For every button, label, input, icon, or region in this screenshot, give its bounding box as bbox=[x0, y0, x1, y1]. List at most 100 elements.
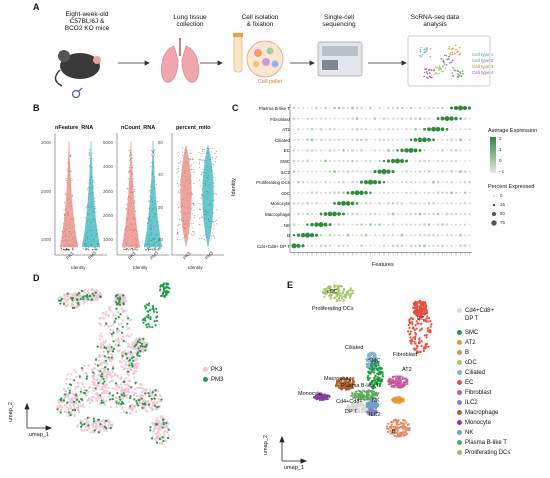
dotplot-dot bbox=[446, 107, 448, 109]
umap-d-point-pm3 bbox=[117, 298, 121, 301]
umap-d-point-pk3 bbox=[142, 340, 146, 343]
umap-d-point-pm3 bbox=[70, 297, 73, 300]
umap-d-point-pk3 bbox=[161, 416, 164, 419]
dotplot-dot bbox=[409, 138, 413, 142]
dotplot-dot bbox=[414, 234, 417, 237]
umap-d-point-pk3 bbox=[71, 393, 74, 396]
umap-e-point bbox=[392, 419, 395, 422]
mini-cluster-point bbox=[437, 67, 440, 70]
violin-point bbox=[69, 156, 71, 158]
dotplot-dot bbox=[333, 181, 336, 184]
violin-point bbox=[64, 202, 66, 204]
dotplot-dot bbox=[414, 245, 417, 247]
dotplot-dot bbox=[347, 181, 349, 183]
umap-e-point bbox=[373, 412, 377, 415]
umap-d-point-pk3 bbox=[68, 404, 71, 407]
umap-d-point-pk3 bbox=[57, 401, 60, 404]
umap-d-point-pk3 bbox=[141, 394, 144, 397]
dotplot-dot bbox=[427, 127, 431, 132]
violin-point bbox=[176, 233, 178, 235]
dotplot-dot bbox=[328, 170, 332, 173]
dotplot-dot bbox=[418, 234, 422, 237]
umap-e-point bbox=[389, 427, 393, 430]
dotplot-dot bbox=[432, 202, 435, 205]
umap-d-point-pk3 bbox=[80, 428, 83, 432]
violin-point bbox=[134, 248, 136, 250]
umap-e-point bbox=[373, 377, 376, 380]
violin-point bbox=[129, 160, 131, 162]
violin-point bbox=[214, 192, 216, 194]
dotplot-dot bbox=[378, 192, 381, 194]
umap-e-point bbox=[351, 382, 354, 385]
umap-e-legend-label: Macrophage bbox=[465, 410, 499, 417]
dotplot-dot bbox=[444, 116, 450, 122]
umap-d-point-pm3 bbox=[117, 344, 120, 347]
dotplot-dot bbox=[320, 107, 322, 109]
violin-point bbox=[132, 157, 134, 159]
umap-d-point-pk3 bbox=[106, 349, 109, 352]
umap-d-point-pk3 bbox=[99, 362, 102, 365]
dotplot-dot bbox=[324, 149, 327, 152]
mini-cluster-point bbox=[433, 68, 436, 70]
expr-tick: 2 bbox=[499, 136, 502, 141]
umap-e-point bbox=[351, 386, 354, 389]
umap-e-point bbox=[422, 349, 425, 352]
panel-label-d: D bbox=[33, 273, 40, 283]
umap-e-point bbox=[401, 376, 404, 379]
dotplot-dot bbox=[432, 212, 435, 216]
dotplot-dot bbox=[383, 223, 385, 226]
dotplot-dot bbox=[315, 245, 318, 247]
umap-e-point bbox=[315, 398, 319, 401]
umap-d-point-pm3 bbox=[132, 359, 135, 362]
umap-e-point bbox=[387, 383, 391, 386]
dotplot-dot bbox=[392, 191, 394, 194]
umap-d-point-pm3 bbox=[80, 425, 83, 428]
umap-d-point-pk3 bbox=[119, 383, 122, 386]
umap-e-point bbox=[365, 391, 368, 394]
violin-point bbox=[203, 159, 205, 161]
violin-point bbox=[134, 201, 136, 203]
umap-e-point bbox=[412, 326, 415, 329]
umap-e-point bbox=[368, 377, 371, 380]
violin-point bbox=[213, 224, 215, 226]
umap-e-point bbox=[414, 333, 417, 336]
umap-d-point-pk3 bbox=[87, 289, 90, 292]
mini-cluster-point bbox=[448, 55, 450, 58]
umap-d-point-pk3 bbox=[139, 383, 142, 386]
umap-d-point-pk3 bbox=[158, 442, 162, 445]
umap-d-point-pk3 bbox=[105, 313, 108, 316]
umap-d-point-pm3 bbox=[86, 375, 89, 378]
dotplot-dot bbox=[306, 191, 309, 194]
dotplot-dot bbox=[347, 223, 349, 226]
umap-d-point-pm3 bbox=[78, 400, 81, 403]
workflow-mice-label: Eight-week-old C57BL/6J & BCO2 KO mice bbox=[64, 11, 110, 32]
umap-e-point bbox=[422, 308, 425, 311]
dotplot-dot bbox=[432, 233, 435, 237]
mini-cluster-point bbox=[442, 65, 444, 68]
umap-d-point-pm3 bbox=[68, 391, 71, 394]
umap-e-point bbox=[426, 329, 429, 333]
violin-shape-pm3 bbox=[202, 144, 214, 248]
umap-e-point bbox=[390, 423, 393, 426]
umap-d-point-pk3 bbox=[98, 359, 101, 362]
dotplot-dot bbox=[373, 234, 377, 237]
umap-e-legend-swatch bbox=[457, 410, 462, 415]
dotplot-dot bbox=[324, 170, 327, 173]
violin-point bbox=[177, 166, 179, 168]
dotplot-dot bbox=[315, 128, 318, 130]
umap-d-point-pk3 bbox=[152, 401, 155, 404]
umap-e-point bbox=[370, 398, 373, 401]
umap-d-point-pk3 bbox=[138, 400, 141, 403]
workflow-sequencing-label: Single-cell sequencing bbox=[322, 14, 356, 28]
dotplot-dot bbox=[351, 170, 354, 173]
umap-e-point bbox=[408, 326, 411, 330]
umap-d-point-pk3 bbox=[136, 362, 139, 365]
dotplot-dot bbox=[400, 106, 404, 110]
violin-point bbox=[150, 161, 152, 163]
mini-cluster-point bbox=[430, 69, 433, 71]
umap-e-point bbox=[372, 393, 376, 396]
mini-cluster-point bbox=[447, 58, 449, 60]
umap-d-point-pk3 bbox=[127, 362, 131, 365]
umap-e-point bbox=[338, 284, 341, 287]
umap-d-point-pk3 bbox=[127, 342, 130, 345]
